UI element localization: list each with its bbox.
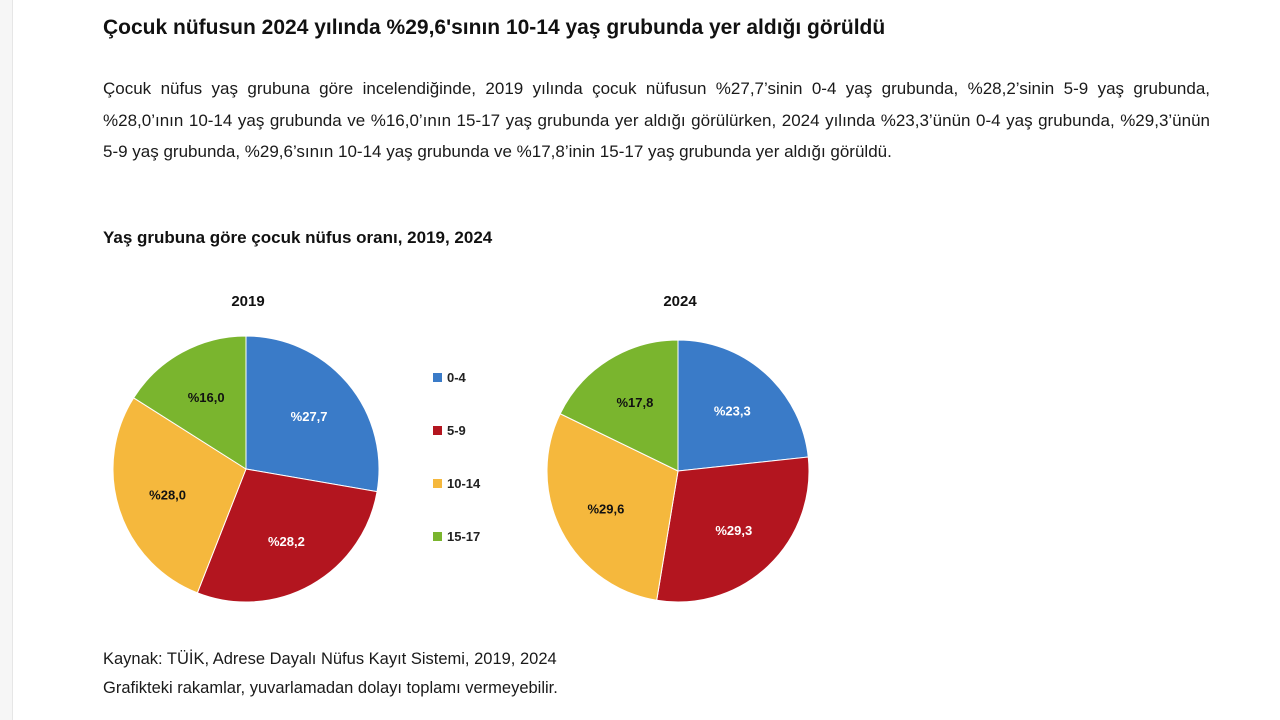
left-rail [0,0,13,720]
headline: Çocuk nüfusun 2024 yılında %29,6'sının 1… [103,16,886,39]
slice-label-2024-0-4: %23,3 [714,404,751,419]
slice-label-2024-10-14: %29,6 [587,501,624,516]
slice-label-2024-15-17: %17,8 [616,395,653,410]
slice-label-2019-5-9: %28,2 [268,534,305,549]
pie-slice-2019-15-17 [132,335,247,470]
body-paragraph: Çocuk nüfus yaş grubuna göre incelendiği… [103,79,1210,161]
pie-slice-2024-0-4 [677,339,809,472]
slice-label-2024-5-9: %29,3 [715,523,752,538]
legend-swatch-15-17 [433,532,442,541]
pie-slice-2024-5-9 [656,456,810,603]
legend-swatch-5-9 [433,426,442,435]
legend-label-5-9: 5-9 [447,423,466,438]
pie-slice-2024-15-17 [559,339,679,472]
source-note: Kaynak: TÜİK, Adrese Dayalı Nüfus Kayıt … [103,650,557,668]
legend: 0-4 5-9 10-14 15-17 [433,370,481,544]
legend-swatch-10-14 [433,479,442,488]
pie-slice-2019-10-14 [112,397,247,594]
rounding-note: Grafikteki rakamlar, yuvarlamadan dolayı… [103,679,558,697]
slice-label-2019-10-14: %28,0 [149,488,186,503]
legend-swatch-0-4 [433,373,442,382]
chart-title: Yaş grubuna göre çocuk nüfus oranı, 2019… [103,228,493,247]
slice-label-2019-15-17: %16,0 [188,390,225,405]
pie-2019: 2019 %27,7 %28,2 %28,0 %16,0 [112,293,380,603]
pie-title-2024: 2024 [663,293,697,310]
pie-title-2019: 2019 [231,293,264,310]
pie-slice-2019-0-4 [245,335,380,493]
slice-label-2019-0-4: %27,7 [291,409,328,424]
pie-2024: 2024 %23,3 %29,3 %29,6 %17,8 [546,293,810,603]
legend-label-15-17: 15-17 [447,529,480,544]
legend-label-0-4: 0-4 [447,370,467,385]
legend-label-10-14: 10-14 [447,476,481,491]
pie-slice-2019-5-9 [196,468,378,603]
pie-charts-figure: 2019 %27,7 %28,2 %28,0 %16,0 2024 %23,3 %29,3 %2… [112,293,810,603]
pie-slice-2024-10-14 [546,413,679,601]
